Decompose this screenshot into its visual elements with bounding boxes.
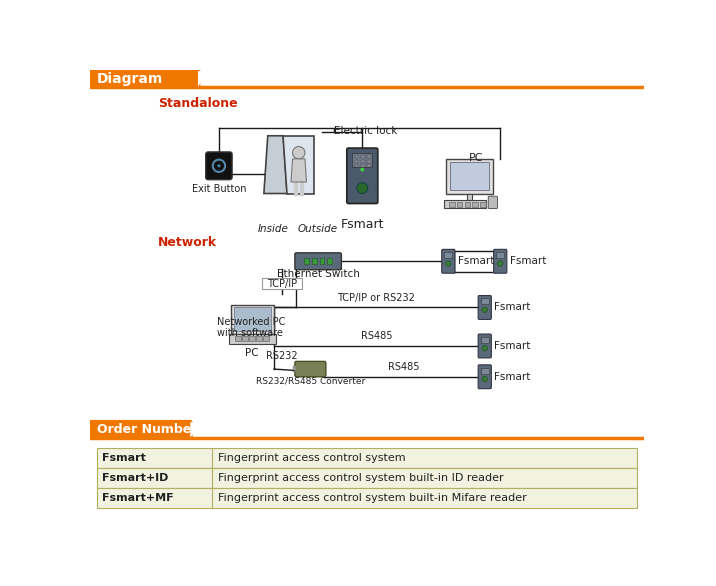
FancyBboxPatch shape xyxy=(450,162,488,190)
Text: Diagram: Diagram xyxy=(97,72,163,86)
FancyBboxPatch shape xyxy=(89,69,200,89)
FancyBboxPatch shape xyxy=(295,362,326,377)
Text: PC: PC xyxy=(469,154,484,163)
FancyBboxPatch shape xyxy=(445,200,486,208)
FancyBboxPatch shape xyxy=(446,159,493,193)
FancyBboxPatch shape xyxy=(97,448,637,468)
Text: TCP/IP: TCP/IP xyxy=(266,279,296,289)
FancyBboxPatch shape xyxy=(293,369,296,370)
FancyBboxPatch shape xyxy=(480,202,485,207)
Text: Inside: Inside xyxy=(258,224,289,234)
FancyBboxPatch shape xyxy=(97,468,637,488)
FancyBboxPatch shape xyxy=(352,153,372,166)
FancyBboxPatch shape xyxy=(488,196,498,209)
Polygon shape xyxy=(198,71,210,87)
Text: Fsmart: Fsmart xyxy=(494,341,531,351)
FancyBboxPatch shape xyxy=(347,148,378,203)
Circle shape xyxy=(360,168,364,172)
Circle shape xyxy=(482,346,488,351)
FancyBboxPatch shape xyxy=(467,195,472,200)
FancyBboxPatch shape xyxy=(481,367,488,374)
Text: TCP/IP or RS232: TCP/IP or RS232 xyxy=(337,293,415,303)
Text: PC: PC xyxy=(246,347,259,357)
FancyBboxPatch shape xyxy=(229,335,276,343)
FancyBboxPatch shape xyxy=(478,334,491,358)
Text: Fsmart: Fsmart xyxy=(510,256,546,266)
Text: Fsmart: Fsmart xyxy=(458,256,494,266)
Polygon shape xyxy=(190,422,202,438)
Polygon shape xyxy=(264,136,287,193)
FancyBboxPatch shape xyxy=(261,278,302,289)
Text: Exit Button: Exit Button xyxy=(192,184,246,195)
Text: Fingerprint access control system built-in Mifare reader: Fingerprint access control system built-… xyxy=(218,493,527,503)
FancyBboxPatch shape xyxy=(295,253,342,270)
Text: Fingerprint access control system built-in ID reader: Fingerprint access control system built-… xyxy=(218,473,504,483)
FancyBboxPatch shape xyxy=(235,336,241,342)
FancyBboxPatch shape xyxy=(354,164,359,168)
Circle shape xyxy=(218,164,221,168)
Text: Network: Network xyxy=(158,236,217,249)
FancyBboxPatch shape xyxy=(445,252,453,258)
FancyBboxPatch shape xyxy=(354,155,359,158)
Text: Fsmart: Fsmart xyxy=(494,372,531,382)
FancyBboxPatch shape xyxy=(367,159,371,163)
Text: Networked PC
with software: Networked PC with software xyxy=(218,316,286,338)
Circle shape xyxy=(293,146,305,159)
Text: Fsmart: Fsmart xyxy=(494,302,531,312)
FancyBboxPatch shape xyxy=(293,366,296,367)
Text: Outside: Outside xyxy=(298,224,338,234)
Text: Fsmart+ID: Fsmart+ID xyxy=(102,473,168,483)
Text: Fsmart+MF: Fsmart+MF xyxy=(102,493,173,503)
FancyBboxPatch shape xyxy=(263,336,268,342)
Text: RS232/RS485 Converter: RS232/RS485 Converter xyxy=(256,377,365,386)
FancyBboxPatch shape xyxy=(481,298,488,304)
Circle shape xyxy=(357,183,368,193)
FancyBboxPatch shape xyxy=(312,258,316,264)
FancyBboxPatch shape xyxy=(481,337,488,343)
FancyBboxPatch shape xyxy=(442,250,455,273)
FancyBboxPatch shape xyxy=(293,370,296,372)
FancyBboxPatch shape xyxy=(367,155,371,158)
FancyBboxPatch shape xyxy=(97,488,637,507)
FancyBboxPatch shape xyxy=(449,202,455,207)
Text: Fingerprint access control system: Fingerprint access control system xyxy=(218,452,406,462)
Text: RS485: RS485 xyxy=(387,362,419,372)
FancyBboxPatch shape xyxy=(465,202,470,207)
Polygon shape xyxy=(284,136,314,193)
FancyBboxPatch shape xyxy=(367,164,371,168)
FancyBboxPatch shape xyxy=(354,159,359,163)
Circle shape xyxy=(445,261,451,266)
FancyBboxPatch shape xyxy=(493,250,507,273)
FancyBboxPatch shape xyxy=(304,258,309,264)
FancyBboxPatch shape xyxy=(361,159,364,163)
FancyBboxPatch shape xyxy=(256,336,261,342)
FancyBboxPatch shape xyxy=(249,336,255,342)
Text: Order Numbers: Order Numbers xyxy=(97,424,205,437)
FancyBboxPatch shape xyxy=(242,336,248,342)
Circle shape xyxy=(482,307,488,312)
Text: Electric lock: Electric lock xyxy=(334,126,397,136)
Text: RS485: RS485 xyxy=(360,331,392,342)
FancyBboxPatch shape xyxy=(319,258,324,264)
Text: Ethernet Switch: Ethernet Switch xyxy=(276,269,359,279)
FancyBboxPatch shape xyxy=(478,295,491,319)
FancyBboxPatch shape xyxy=(205,152,232,180)
FancyBboxPatch shape xyxy=(327,258,332,264)
Text: Fsmart: Fsmart xyxy=(102,452,146,462)
FancyBboxPatch shape xyxy=(478,365,491,389)
FancyBboxPatch shape xyxy=(457,202,463,207)
Text: Fsmart: Fsmart xyxy=(341,218,384,231)
Circle shape xyxy=(482,376,488,382)
FancyBboxPatch shape xyxy=(361,164,364,168)
FancyBboxPatch shape xyxy=(233,308,271,331)
FancyBboxPatch shape xyxy=(361,155,364,158)
FancyBboxPatch shape xyxy=(496,252,504,258)
FancyBboxPatch shape xyxy=(231,305,274,335)
Text: RS232: RS232 xyxy=(266,352,298,362)
Circle shape xyxy=(498,261,503,266)
FancyBboxPatch shape xyxy=(89,420,193,440)
Polygon shape xyxy=(291,159,306,182)
Text: Standalone: Standalone xyxy=(158,97,237,110)
FancyBboxPatch shape xyxy=(473,202,478,207)
